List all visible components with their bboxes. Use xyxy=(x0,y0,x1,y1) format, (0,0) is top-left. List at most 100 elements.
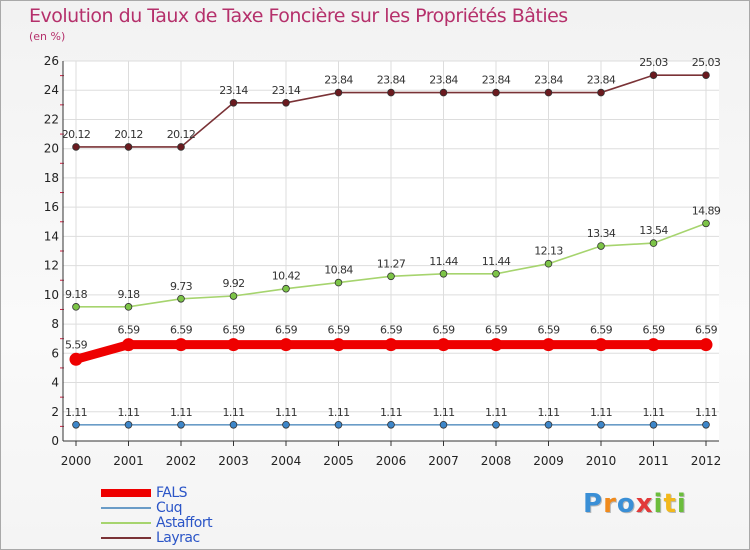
y-tick-label: 14 xyxy=(44,229,59,243)
data-label-layrac: 23.84 xyxy=(377,74,406,87)
logo-letter: o xyxy=(616,489,636,519)
data-point-fals xyxy=(174,338,188,352)
data-point-astaffort xyxy=(544,259,553,268)
data-label-fals: 6.59 xyxy=(590,324,613,337)
legend-swatch-layrac xyxy=(101,537,151,539)
data-point-astaffort xyxy=(597,242,605,250)
x-tick-label: 2000 xyxy=(61,454,92,468)
data-point-layrac xyxy=(229,99,238,107)
data-label-astaffort: 13.54 xyxy=(639,224,668,237)
proxiti-logo: Proxiti xyxy=(583,489,687,519)
data-label-cuq: 1.11 xyxy=(275,406,297,419)
data-label-layrac: 20.12 xyxy=(114,128,143,141)
data-point-astaffort xyxy=(387,272,395,281)
data-label-cuq: 1.11 xyxy=(537,406,559,419)
x-tick-label: 2001 xyxy=(113,454,144,468)
data-point-astaffort xyxy=(282,284,290,293)
data-label-cuq: 1.11 xyxy=(590,406,612,419)
data-label-astaffort: 9.18 xyxy=(117,288,140,301)
y-tick-label: 26 xyxy=(44,54,59,68)
legend-label-layrac: Layrac xyxy=(156,530,200,546)
data-point-cuq xyxy=(387,420,395,429)
data-label-astaffort: 9.18 xyxy=(65,288,88,301)
data-label-astaffort: 11.27 xyxy=(377,257,406,270)
data-point-layrac xyxy=(334,88,343,97)
x-tick-label: 2004 xyxy=(271,454,302,468)
data-point-cuq xyxy=(597,420,605,429)
data-label-layrac: 20.12 xyxy=(167,128,196,141)
data-label-fals: 6.59 xyxy=(170,324,193,337)
legend-label-astaffort: Astaffort xyxy=(156,515,213,531)
y-tick-label: 24 xyxy=(44,83,59,97)
legend-swatch-astaffort xyxy=(101,522,151,524)
data-point-layrac xyxy=(387,88,395,97)
data-point-astaffort xyxy=(124,303,133,311)
legend-label-fals: FALS xyxy=(156,485,188,501)
data-label-cuq: 1.11 xyxy=(222,406,244,419)
data-point-layrac xyxy=(177,143,185,151)
y-tick-label: 18 xyxy=(44,171,59,185)
y-tick-label: 12 xyxy=(44,259,59,273)
y-tick-label: 4 xyxy=(51,376,59,390)
data-label-fals: 6.59 xyxy=(117,324,140,337)
data-label-layrac: 23.84 xyxy=(587,74,616,87)
data-point-astaffort xyxy=(334,278,343,287)
logo-letter: P xyxy=(583,489,604,519)
data-label-fals: 6.59 xyxy=(485,324,508,337)
data-label-layrac: 25.03 xyxy=(639,56,668,69)
x-tick-label: 2008 xyxy=(481,454,512,468)
data-point-layrac xyxy=(282,99,290,107)
data-point-cuq xyxy=(544,420,553,429)
data-label-fals: 5.59 xyxy=(65,338,88,351)
data-label-cuq: 1.11 xyxy=(432,406,454,419)
data-label-layrac: 20.12 xyxy=(62,128,91,141)
data-label-astaffort: 14.89 xyxy=(692,204,721,217)
data-label-astaffort: 9.73 xyxy=(170,280,193,293)
data-point-layrac xyxy=(492,88,500,97)
data-point-layrac xyxy=(72,143,80,151)
data-label-layrac: 23.84 xyxy=(534,74,563,87)
y-tick-label: 8 xyxy=(51,317,59,331)
data-point-astaffort xyxy=(439,269,448,278)
data-point-cuq xyxy=(72,420,80,429)
data-point-cuq xyxy=(702,420,710,429)
x-tick-label: 2010 xyxy=(586,454,617,468)
data-point-astaffort xyxy=(72,303,80,311)
data-point-fals xyxy=(437,338,450,352)
data-point-fals xyxy=(227,338,240,352)
data-point-fals xyxy=(122,338,135,352)
data-point-cuq xyxy=(334,420,343,429)
y-tick-label: 22 xyxy=(44,112,59,126)
data-point-layrac xyxy=(124,143,133,151)
data-point-astaffort xyxy=(649,239,658,247)
y-tick-label: 10 xyxy=(44,288,59,302)
data-point-fals xyxy=(699,338,713,352)
data-label-layrac: 23.14 xyxy=(219,84,248,97)
data-point-cuq xyxy=(282,420,290,429)
x-tick-label: 2005 xyxy=(323,454,354,468)
x-tick-label: 2009 xyxy=(533,454,564,468)
data-point-layrac xyxy=(544,88,553,97)
legend-label-cuq: Cuq xyxy=(156,500,183,516)
x-tick-label: 2012 xyxy=(691,454,722,468)
data-point-cuq xyxy=(492,420,500,429)
x-tick-label: 2007 xyxy=(428,454,459,468)
data-point-cuq xyxy=(124,420,133,429)
data-label-astaffort: 10.42 xyxy=(272,270,301,283)
x-tick-label: 2002 xyxy=(166,454,197,468)
data-point-cuq xyxy=(229,420,238,429)
data-label-cuq: 1.11 xyxy=(485,406,507,419)
data-label-astaffort: 13.34 xyxy=(587,227,616,240)
data-point-fals xyxy=(489,338,503,352)
data-point-fals xyxy=(279,338,293,352)
data-label-layrac: 23.84 xyxy=(482,74,511,87)
data-label-cuq: 1.11 xyxy=(65,406,87,419)
x-tick-label: 2003 xyxy=(218,454,249,468)
data-point-fals xyxy=(69,352,83,366)
data-label-fals: 6.59 xyxy=(432,324,455,337)
data-label-cuq: 1.11 xyxy=(170,406,192,419)
data-point-layrac xyxy=(597,88,605,97)
data-point-fals xyxy=(647,338,660,352)
